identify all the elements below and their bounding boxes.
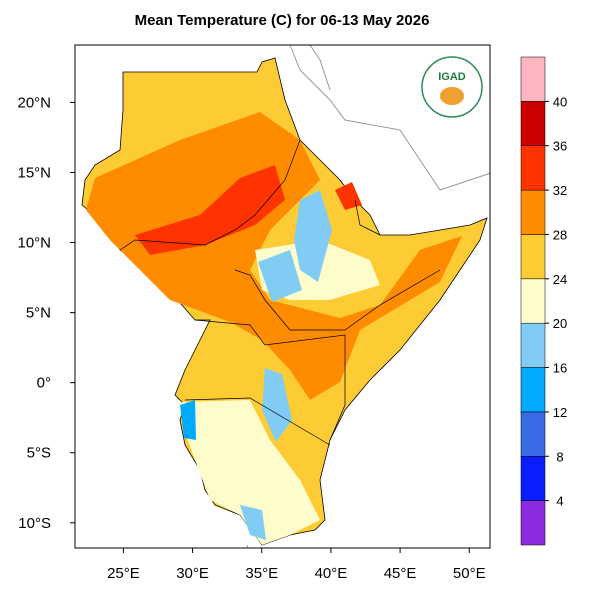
outer-border bbox=[289, 45, 490, 191]
region-hot bbox=[86, 112, 462, 400]
country-border bbox=[119, 139, 301, 251]
colorbar-bin bbox=[520, 322, 546, 368]
colorbar-label: 12 bbox=[553, 405, 567, 420]
colorbar-bin bbox=[520, 278, 546, 324]
x-tick-label: 45°E bbox=[384, 565, 417, 582]
region-cool bbox=[262, 368, 292, 442]
region-cool bbox=[240, 505, 266, 540]
colorbar-bin bbox=[520, 367, 546, 413]
outer-border bbox=[309, 45, 331, 91]
x-tick-label: 30°E bbox=[176, 565, 209, 582]
region-cool bbox=[258, 250, 302, 302]
colorbar-bin bbox=[520, 56, 546, 102]
colorbar-bin bbox=[520, 189, 546, 235]
colorbar-label: 40 bbox=[553, 94, 567, 109]
y-tick-label: 10°S bbox=[18, 515, 51, 532]
region-mild bbox=[180, 400, 320, 545]
y-tick-label: 10°N bbox=[17, 235, 51, 252]
country-border bbox=[234, 269, 441, 331]
x-tick-label: 25°E bbox=[107, 565, 140, 582]
colorbar-label: 36 bbox=[553, 139, 567, 154]
x-tick-label: 35°E bbox=[245, 565, 278, 582]
y-tick-label: 15°N bbox=[17, 165, 51, 182]
y-tick-label: 20°N bbox=[17, 94, 51, 111]
colorbar-label: 16 bbox=[553, 361, 567, 376]
colorbar-label: 20 bbox=[553, 316, 567, 331]
colorbar-bin bbox=[520, 456, 546, 501]
map-frame bbox=[74, 44, 491, 549]
colorbar-bin bbox=[520, 145, 546, 191]
colorbar-label: 8 bbox=[556, 449, 563, 464]
y-tick-label: 5°N bbox=[26, 305, 51, 322]
x-tick-label: 50°E bbox=[453, 565, 486, 582]
colorbar-bin bbox=[520, 101, 546, 146]
logo-emblem bbox=[440, 87, 464, 105]
y-tick-label: 5°S bbox=[27, 445, 51, 462]
map-title: Mean Temperature (C) for 06-13 May 2026 bbox=[135, 12, 430, 29]
country-border bbox=[184, 397, 331, 446]
colorbar-bin bbox=[520, 411, 546, 457]
outer-border bbox=[245, 544, 249, 548]
logo-text: IGAD bbox=[438, 71, 466, 83]
colorbar: 4 8 12 16 20 24 28 32 36 40 bbox=[520, 56, 567, 546]
colorbar-bin bbox=[520, 234, 546, 280]
colorbar-label: 32 bbox=[553, 183, 567, 198]
x-tick-label: 40°E bbox=[315, 565, 348, 582]
colorbar-label: 4 bbox=[556, 494, 563, 509]
colorbar-label: 28 bbox=[553, 227, 567, 242]
country-border bbox=[194, 319, 346, 441]
region-very-hot bbox=[135, 165, 285, 255]
colorbar-bin bbox=[520, 500, 546, 546]
region-cool bbox=[294, 190, 332, 282]
map-area: IGAD bbox=[81, 45, 490, 548]
country-border bbox=[354, 199, 381, 236]
y-tick-label: 0° bbox=[37, 375, 51, 392]
region-cool bbox=[180, 400, 196, 440]
colorbar-label: 24 bbox=[553, 272, 567, 287]
axes: 25°E 30°E 35°E 40°E 45°E 50°E 20°N 15°N 10°N 5°N 0… bbox=[17, 94, 485, 582]
